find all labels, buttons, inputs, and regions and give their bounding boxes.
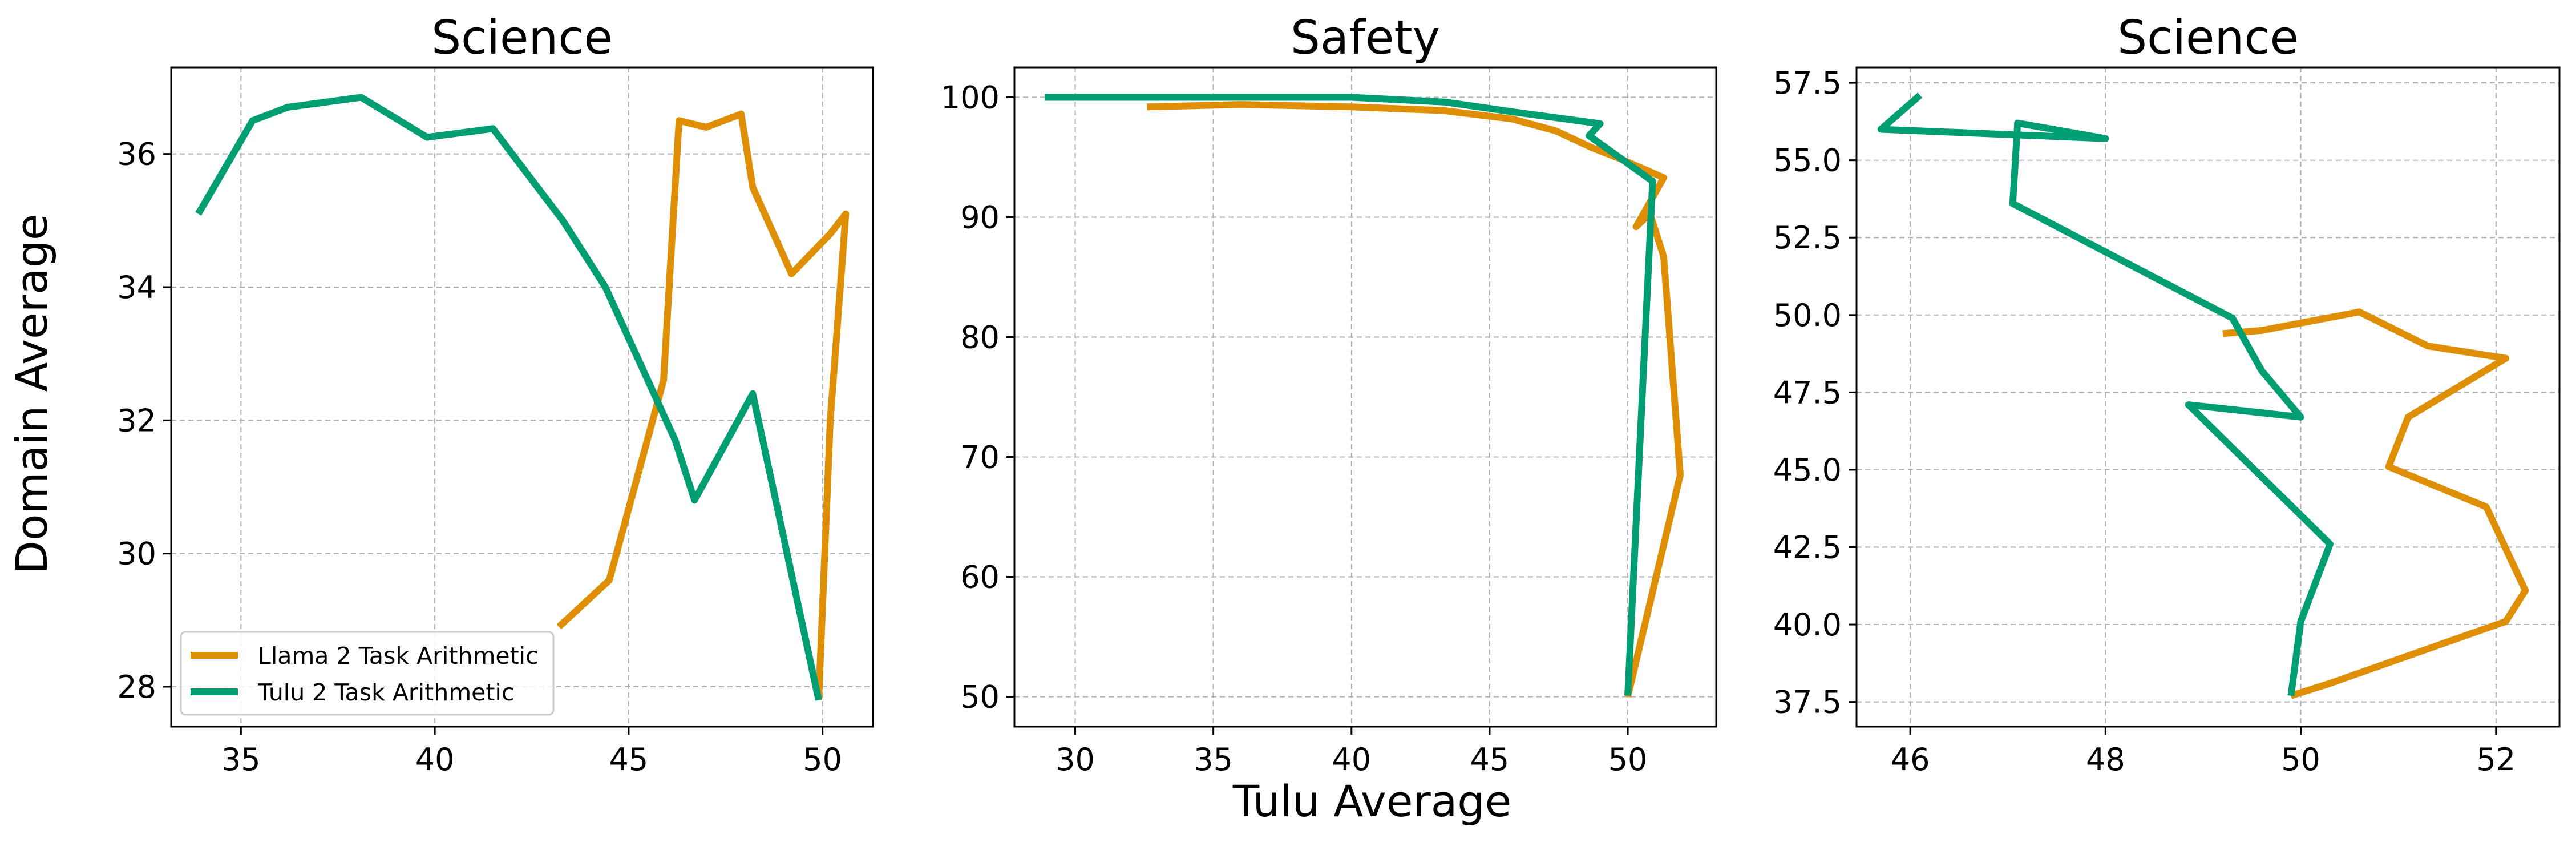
y-tick-label: 70	[960, 440, 1000, 476]
x-tick-label: 30	[1056, 742, 1095, 777]
y-tick-label: 50.0	[1773, 297, 1842, 333]
x-tick-label: 35	[1194, 742, 1233, 777]
x-tick-label: 50	[1608, 742, 1648, 777]
legend-frame	[180, 631, 555, 716]
y-tick-label: 60	[960, 559, 1000, 595]
y-tick-label: 36	[117, 136, 156, 172]
y-tick-label: 52.5	[1773, 220, 1842, 256]
series-llama-2-line	[556, 110, 850, 700]
x-tick-label: 40	[1332, 742, 1371, 777]
plot-frame	[1855, 66, 2561, 728]
legend-label-tulu: Tulu 2 Task Arithmetic	[257, 679, 514, 706]
legend-label-llama: Llama 2 Task Arithmetic	[258, 642, 539, 670]
x-tick-label: 50	[2281, 742, 2320, 777]
subplot-title: Science	[431, 11, 613, 65]
series-llama-2-line	[2222, 308, 2529, 699]
subplot-title: Safety	[1291, 11, 1440, 65]
y-tick-label: 40.0	[1773, 607, 1842, 643]
series-tulu-2-line	[1045, 94, 1656, 696]
figure-ylabel: Domain Average	[6, 213, 57, 574]
figure-xlabel: Tulu Average	[1232, 776, 1512, 827]
y-tick-label: 30	[117, 536, 156, 572]
y-tick-label: 90	[960, 200, 1000, 236]
y-tick-label: 42.5	[1773, 529, 1842, 565]
plot-frame	[170, 66, 874, 728]
y-tick-label: 57.5	[1773, 65, 1842, 101]
legend: Llama 2 Task Arithmetic Tulu 2 Task Arit…	[180, 631, 555, 716]
y-tick-label: 80	[960, 320, 1000, 356]
subplot-science-2: 46 48 50 52 37.5 40.0 42.5 45.0 47.5 50.0 52.5 55.0…	[1773, 11, 2561, 777]
y-tick-label: 50	[960, 679, 1000, 715]
y-tick-label: 47.5	[1773, 374, 1842, 410]
subplot-safety: 30 35 40 45 50 50 60 70 80 90 100 Safety	[941, 11, 1717, 777]
x-tick-label: 40	[415, 742, 455, 777]
series-llama-2-line	[1147, 101, 1684, 698]
x-tick-label: 45	[609, 742, 649, 777]
y-tick-label: 55.0	[1773, 143, 1842, 179]
x-tick-label: 48	[2086, 742, 2125, 777]
series-tulu-2-line	[195, 94, 822, 701]
subplot-science-1: 35 40 45 50 28 30 32 34 36 Science	[117, 11, 874, 777]
subplot-title: Science	[2117, 11, 2299, 65]
y-tick-label: 100	[941, 80, 1000, 116]
x-tick-label: 50	[803, 742, 842, 777]
series-tulu-2-line	[1877, 92, 2334, 696]
y-tick-label: 37.5	[1773, 684, 1842, 720]
y-tick-label: 32	[117, 402, 156, 438]
x-tick-label: 45	[1470, 742, 1510, 777]
y-tick-label: 28	[117, 669, 156, 705]
plot-frame	[1013, 66, 1717, 728]
y-tick-label: 34	[117, 269, 156, 305]
x-tick-label: 52	[2476, 742, 2516, 777]
x-tick-label: 46	[1891, 742, 1930, 777]
y-tick-label: 45.0	[1773, 452, 1842, 488]
x-tick-label: 35	[221, 742, 261, 777]
